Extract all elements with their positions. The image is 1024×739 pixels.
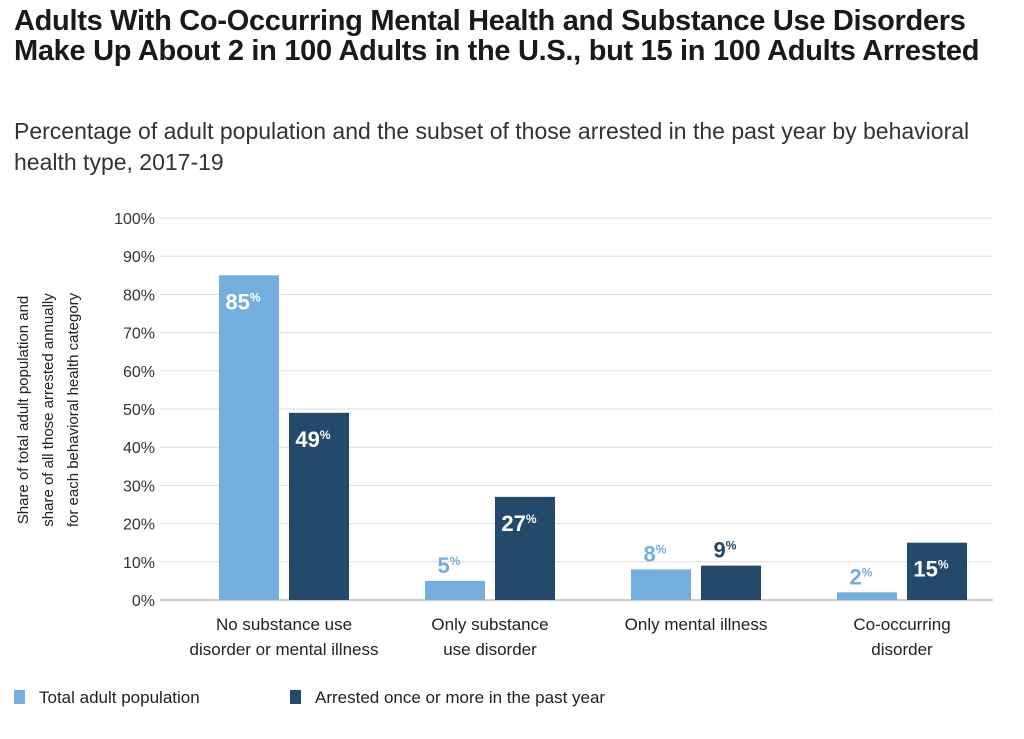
data-label: 5% <box>438 553 461 578</box>
y-tick-label: 80% <box>123 287 155 304</box>
data-label: 27% <box>501 511 536 536</box>
y-axis-label: Share of total adult population and share… <box>15 292 82 527</box>
category-label: Only mental illness <box>625 615 768 634</box>
data-label: 49% <box>295 427 330 452</box>
data-label: 9% <box>714 538 737 563</box>
legend-swatch <box>14 690 25 704</box>
y-tick-label: 50% <box>123 402 155 419</box>
legend-swatch <box>290 690 301 704</box>
bar <box>219 275 279 600</box>
data-label: 85% <box>225 289 260 314</box>
data-label: 2% <box>850 564 873 589</box>
y-tick-label: 30% <box>123 478 155 495</box>
y-axis-label-line: share of all those arrested annually <box>40 293 57 527</box>
bar <box>425 580 485 600</box>
chart-subtitle: Percentage of adult population and the s… <box>14 118 970 175</box>
bar <box>837 592 897 600</box>
bar <box>495 496 555 600</box>
legend-label: Arrested once or more in the past year <box>315 688 605 707</box>
y-tick-label: 40% <box>123 440 155 457</box>
legend-label: Total adult population <box>39 688 200 707</box>
y-tick-label: 60% <box>123 364 155 381</box>
data-label: 15% <box>913 557 948 582</box>
y-tick-label: 0% <box>132 593 155 610</box>
category-label: use disorder <box>443 640 537 659</box>
gridlines <box>160 217 993 601</box>
category-label: disorder or mental illness <box>190 640 379 659</box>
chart-title: Adults With Co-Occurring Mental Health a… <box>14 5 980 67</box>
bar <box>907 542 967 600</box>
y-tick-label: 70% <box>123 326 155 343</box>
bar <box>701 565 761 600</box>
category-label: Only substance <box>431 615 548 634</box>
y-tick-label: 90% <box>123 249 155 266</box>
category-label: disorder <box>871 640 933 659</box>
bars: 85% 49% 5% 27% 8% 9% 2% 15% <box>219 275 967 600</box>
bar <box>289 412 349 600</box>
y-tick-labels: 0% 10% 20% 30% 40% 50% 60% 70% 80% 90% 100% <box>114 211 155 610</box>
bar <box>631 569 691 600</box>
y-tick-label: 20% <box>123 517 155 534</box>
category-label: No substance use <box>216 615 352 634</box>
category-label: Co-occurring <box>853 615 950 634</box>
y-axis-label-line: Share of total adult population and <box>15 296 32 525</box>
data-label: 8% <box>644 541 667 566</box>
category-labels: No substance use disorder or mental illne… <box>190 615 951 659</box>
y-tick-label: 100% <box>114 211 155 228</box>
y-tick-label: 10% <box>123 555 155 572</box>
y-axis-label-line: for each behavioral health category <box>65 292 82 527</box>
legend: Total adult population Arrested once or m… <box>14 688 605 707</box>
